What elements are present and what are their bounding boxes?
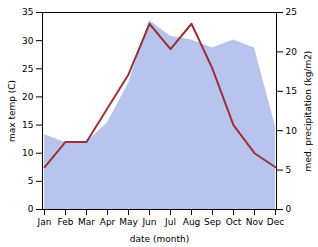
svg-text:Feb: Feb (58, 217, 74, 227)
svg-text:Dec: Dec (267, 217, 284, 227)
svg-text:10: 10 (22, 148, 34, 158)
svg-text:Jul: Jul (164, 217, 176, 227)
svg-text:max temp (C): max temp (C) (7, 80, 17, 142)
svg-text:Sep: Sep (204, 217, 221, 227)
svg-text:May: May (119, 217, 138, 227)
svg-text:Jun: Jun (141, 217, 156, 227)
svg-text:25: 25 (286, 7, 297, 17)
svg-text:20: 20 (22, 92, 34, 102)
svg-text:Aug: Aug (183, 217, 201, 227)
svg-text:Nov: Nov (246, 217, 264, 227)
svg-text:10: 10 (286, 126, 298, 136)
svg-text:20: 20 (286, 47, 298, 57)
svg-text:date (month): date (month) (130, 234, 189, 244)
svg-text:35: 35 (22, 7, 33, 17)
svg-text:5: 5 (28, 176, 34, 186)
svg-text:0: 0 (286, 204, 292, 214)
svg-text:5: 5 (286, 165, 292, 175)
svg-text:Oct: Oct (226, 217, 242, 227)
svg-text:Apr: Apr (100, 217, 116, 227)
svg-text:med. precipitation (kg/m2): med. precipitation (kg/m2) (303, 51, 313, 172)
svg-text:0: 0 (28, 204, 34, 214)
svg-text:25: 25 (22, 64, 33, 74)
svg-text:30: 30 (22, 36, 34, 46)
svg-text:15: 15 (22, 120, 33, 130)
svg-text:Mar: Mar (78, 217, 95, 227)
svg-text:Jan: Jan (37, 217, 52, 227)
svg-text:15: 15 (286, 86, 297, 96)
